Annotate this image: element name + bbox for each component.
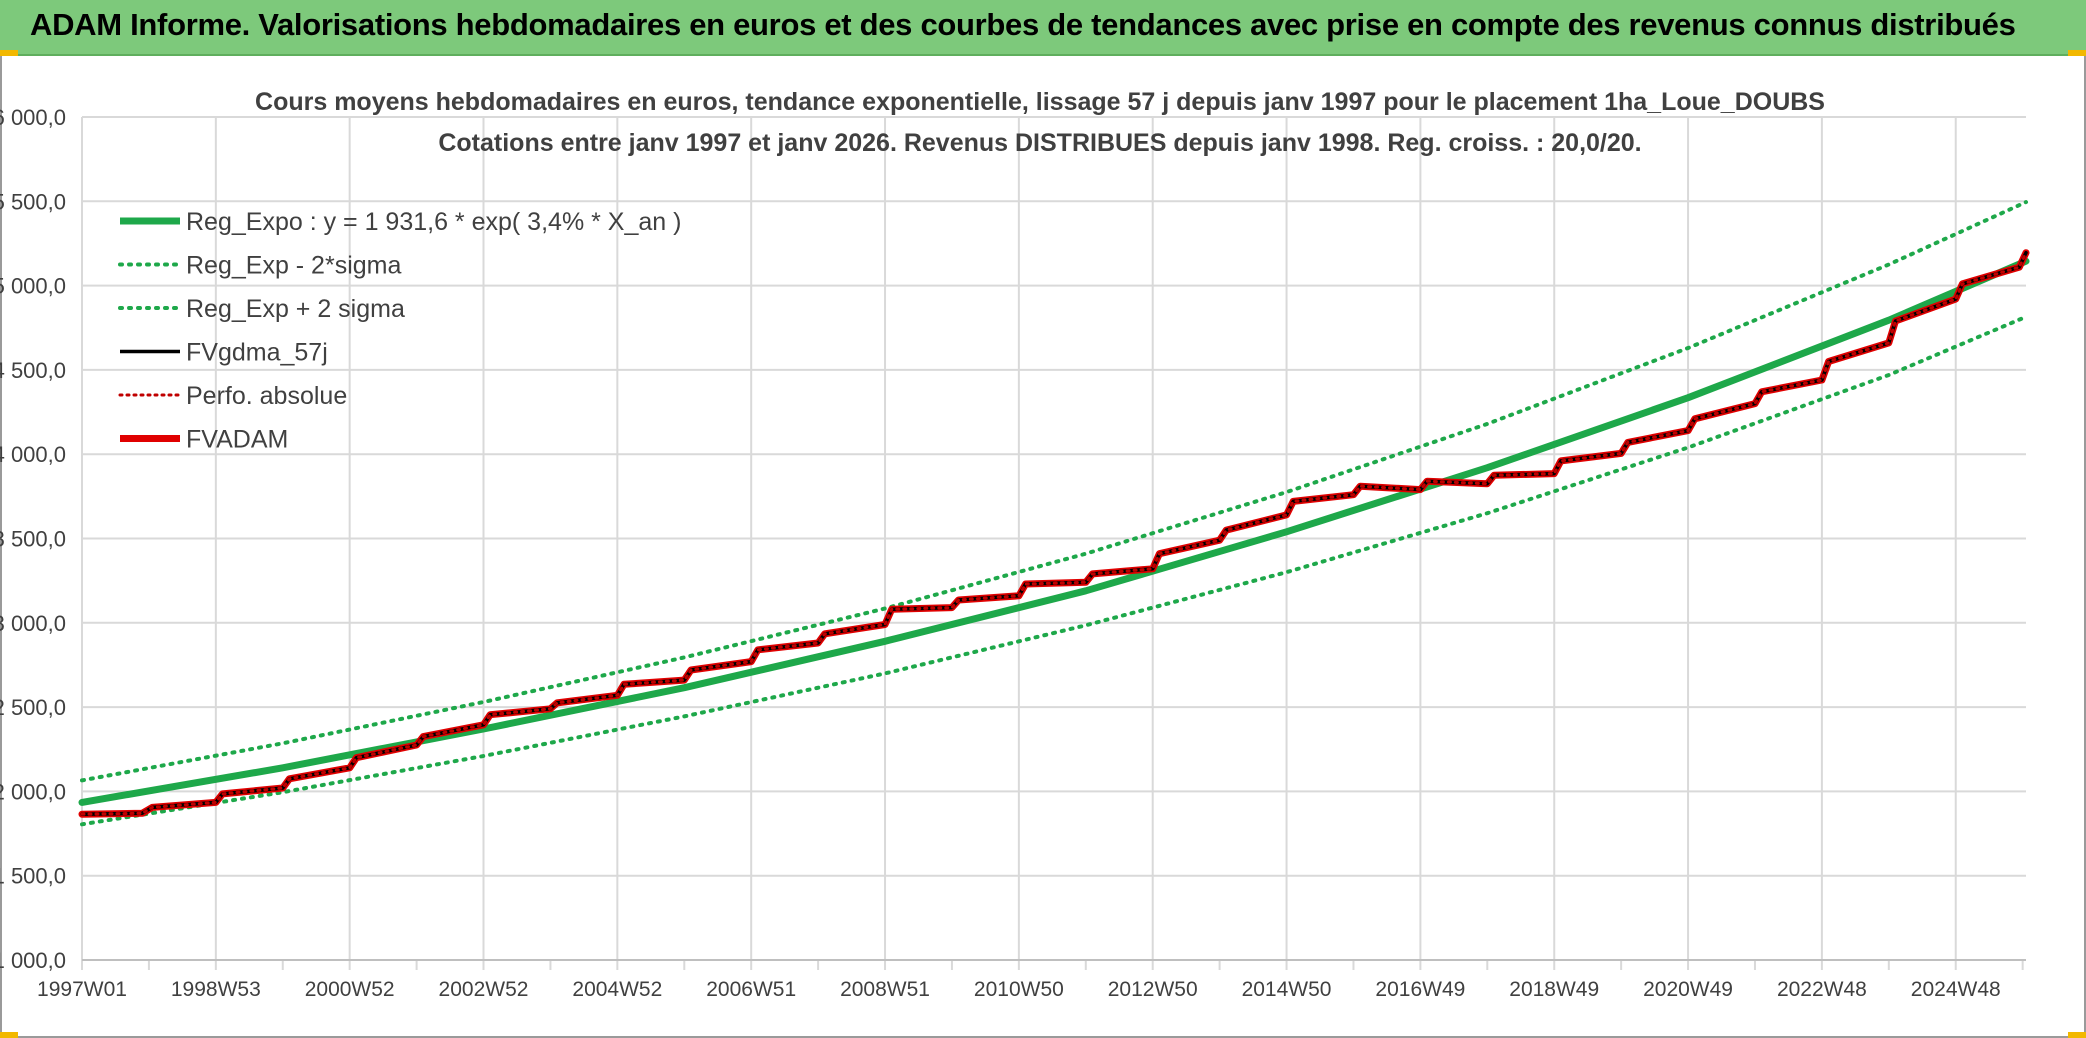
- y-tick-label: 2 500,0: [0, 695, 66, 720]
- fvgdma-line: [80, 250, 2028, 816]
- y-tick-label: 1 000,0: [0, 948, 66, 973]
- x-tick-label: 2010W50: [974, 978, 1064, 1001]
- x-tick-label: 2012W50: [1108, 978, 1198, 1001]
- report-banner: ADAM Informe. Valorisations hebdomadaire…: [0, 0, 2086, 56]
- x-tick-label: 2014W50: [1242, 978, 1332, 1001]
- reg-exp-minus-sigma-line: [80, 314, 2028, 827]
- legend-label: FVADAM: [186, 426, 288, 454]
- y-tick-label: 4 500,0: [0, 358, 66, 383]
- y-tick-label: 1 500,0: [0, 864, 66, 889]
- x-tick-label: 2002W52: [439, 978, 529, 1001]
- chart-subtitle: Cotations entre janv 1997 et janv 2026. …: [438, 129, 1641, 157]
- series: [78, 200, 2030, 827]
- x-tick-label: 2008W51: [840, 978, 930, 1001]
- y-tick-label: 5 500,0: [0, 189, 66, 214]
- x-tick-label: 2000W52: [305, 978, 395, 1001]
- corner-marker: [0, 50, 18, 56]
- fvadam-line: [78, 249, 2030, 818]
- reg-expo-line: [78, 257, 2030, 806]
- x-tick-label: 1998W53: [171, 978, 261, 1001]
- corner-marker: [2068, 50, 2086, 56]
- legend-label: Reg_Exp + 2 sigma: [186, 295, 405, 323]
- chart-title: Cours moyens hebdomadaires en euros, ten…: [255, 88, 1825, 116]
- x-tick-label: 2022W48: [1777, 978, 1867, 1001]
- axes: 1 000,0 1 500,0 2 000,0 2 500,0 3 000,0 3 500…: [0, 105, 2026, 1001]
- perfo-absolue-line: [80, 251, 2028, 816]
- legend-label: Perfo. absolue: [186, 382, 347, 410]
- reg-exp-plus-sigma-line: [80, 200, 2028, 783]
- y-tick-label: 3 000,0: [0, 611, 66, 636]
- grid: [81, 116, 2026, 961]
- y-tick-label: 2 000,0: [0, 779, 66, 804]
- x-tick-label: 2016W49: [1375, 978, 1465, 1001]
- x-tick-label: 2018W49: [1509, 978, 1599, 1001]
- x-tick-label: 2020W49: [1643, 978, 1733, 1001]
- corner-marker: [0, 1032, 18, 1038]
- x-tick-label: 2006W51: [706, 978, 796, 1001]
- y-tick-label: 3 500,0: [0, 527, 66, 552]
- report-title: ADAM Informe. Valorisations hebdomadaire…: [30, 7, 2016, 42]
- y-tick-label: 4 000,0: [0, 442, 66, 467]
- y-tick-label: 6 000,0: [0, 105, 66, 130]
- legend-label: Reg_Expo : y = 1 931,6 * exp( 3,4% * X_a…: [186, 208, 681, 236]
- legend: Reg_Expo : y = 1 931,6 * exp( 3,4% * X_a…: [118, 208, 681, 454]
- corner-marker: [2068, 1032, 2086, 1038]
- legend-label: FVgdma_57j: [186, 339, 328, 367]
- legend-label: Reg_Exp - 2*sigma: [186, 252, 401, 280]
- x-tick-label: 1997W01: [37, 978, 127, 1001]
- y-tick-label: 5 000,0: [0, 274, 66, 299]
- x-tick-label: 2024W48: [1911, 978, 2001, 1001]
- x-tick-label: 2004W52: [572, 978, 662, 1001]
